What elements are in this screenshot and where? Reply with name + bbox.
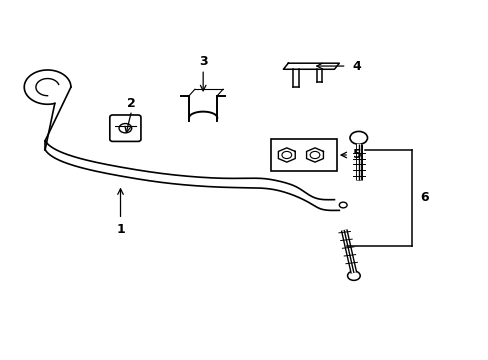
Text: 2: 2 xyxy=(127,97,136,110)
Text: 3: 3 xyxy=(199,55,207,68)
Bar xyxy=(271,139,336,171)
Text: 1: 1 xyxy=(116,223,124,236)
Text: 6: 6 xyxy=(419,192,428,204)
Text: 5: 5 xyxy=(353,148,362,162)
Text: 4: 4 xyxy=(351,59,360,73)
